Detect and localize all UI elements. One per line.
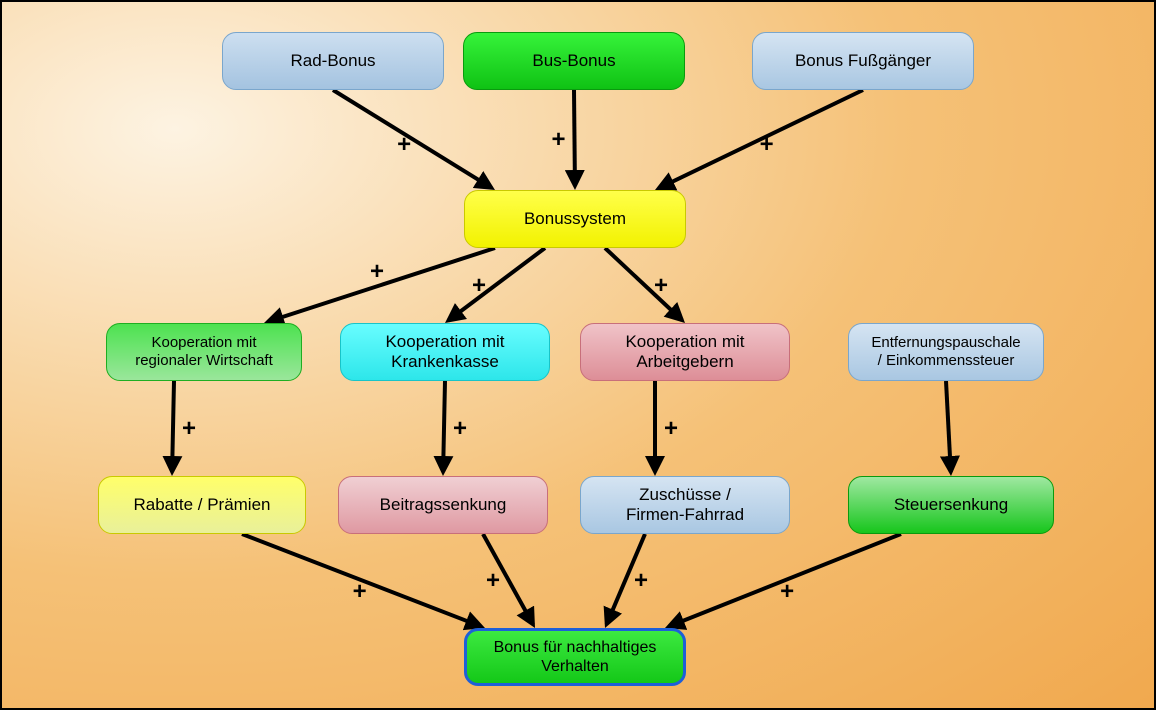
node-nachhaltig: Bonus für nachhaltiges Verhalten (464, 628, 686, 686)
node-koop-arbeitgeber: Kooperation mit Arbeitgebern (580, 323, 790, 381)
edge-koop-krankenkasse-to-beitragssenkung (443, 381, 445, 472)
edge-koop-regional-to-rabatte (172, 381, 174, 472)
node-rad-bonus: Rad-Bonus (222, 32, 444, 90)
edge-label-plus: + (664, 415, 678, 443)
node-koop-regional: Kooperation mit regionaler Wirtschaft (106, 323, 302, 381)
edge-label-plus: + (182, 415, 196, 443)
edge-bonussystem-to-koop-krankenkasse (448, 248, 545, 321)
edge-label-plus: + (780, 578, 794, 606)
node-steuersenkung: Steuersenkung (848, 476, 1054, 534)
edge-bus-bonus-to-bonussystem (574, 90, 575, 186)
node-zuschuesse: Zuschüsse / Firmen-Fahrrad (580, 476, 790, 534)
node-rabatte: Rabatte / Prämien (98, 476, 306, 534)
edge-label-plus: + (486, 567, 500, 595)
edge-label-plus: + (370, 258, 384, 286)
node-beitragssenkung: Beitragssenkung (338, 476, 548, 534)
edge-label-plus: + (397, 131, 411, 159)
node-bus-bonus: Bus-Bonus (463, 32, 685, 90)
edge-bonussystem-to-koop-arbeitgeber (605, 248, 682, 320)
edge-label-plus: + (453, 415, 467, 443)
edge-label-plus: + (634, 567, 648, 595)
edge-label-plus: + (760, 131, 774, 159)
edge-label-plus: + (472, 272, 486, 300)
node-fuss-bonus: Bonus Fußgänger (752, 32, 974, 90)
diagram-canvas: Rad-Bonus Bus-Bonus Bonus Fußgänger Bonussy… (0, 0, 1156, 710)
edge-rad-bonus-to-bonussystem (333, 90, 492, 188)
edge-label-plus: + (551, 126, 565, 154)
node-bonussystem: Bonussystem (464, 190, 686, 248)
edge-label-plus: + (654, 272, 668, 300)
edge-entfernungspauschale-to-steuersenkung (946, 381, 951, 472)
node-entfernungspauschale: Entfernungspauschale / Einkommenssteuer (848, 323, 1044, 381)
node-koop-krankenkasse: Kooperation mit Krankenkasse (340, 323, 550, 381)
edge-label-plus: + (353, 578, 367, 606)
